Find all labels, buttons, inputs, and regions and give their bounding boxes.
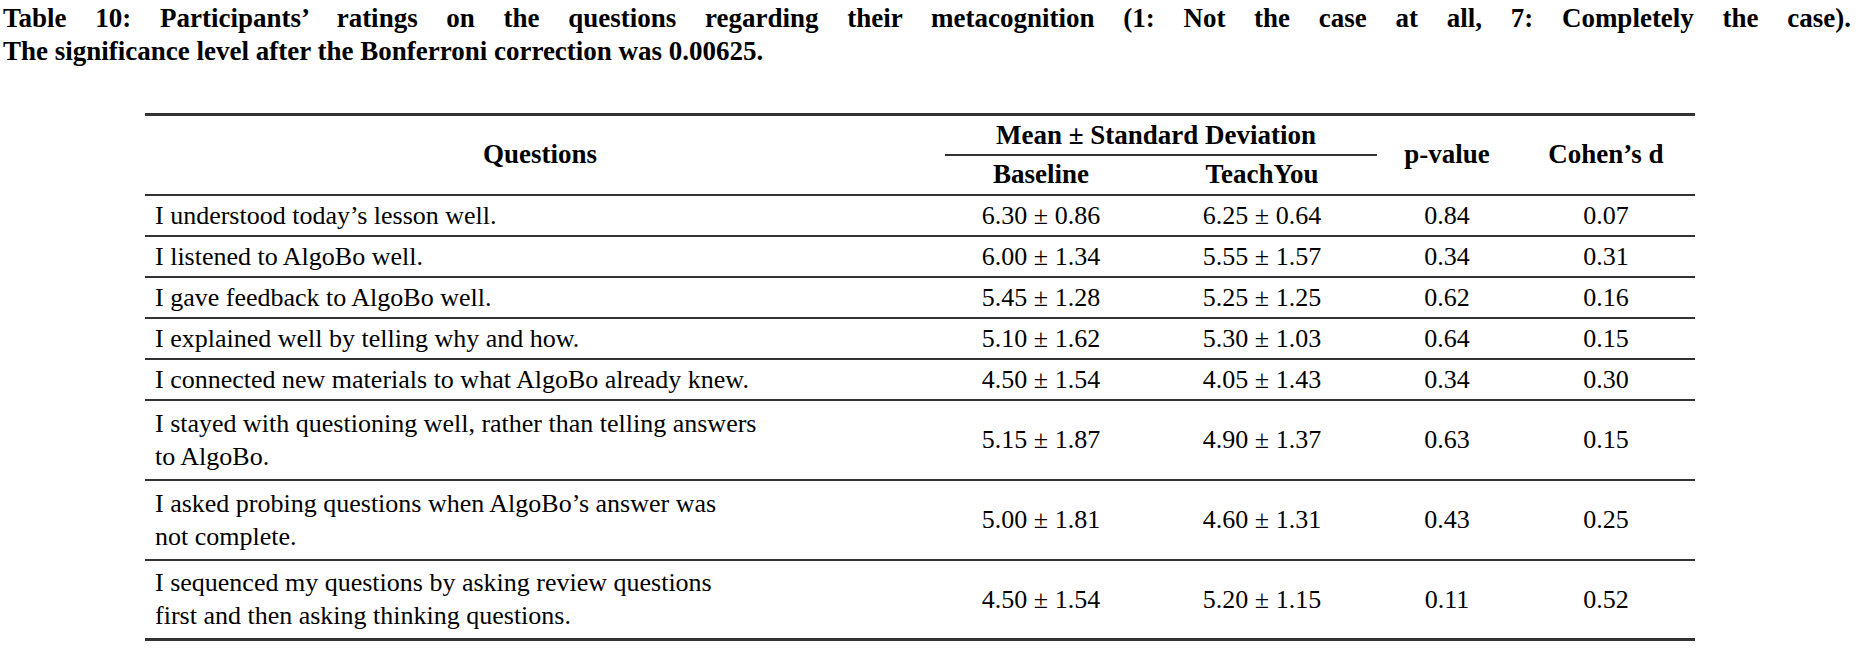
teachyou-cell: 5.20 ± 1.15: [1147, 560, 1377, 640]
baseline-cell: 5.10 ± 1.62: [935, 318, 1147, 359]
question-cell: I sequenced my questions by asking revie…: [145, 560, 935, 640]
question-cell: I gave feedback to AlgoBo well.: [145, 277, 935, 318]
question-cell: I listened to AlgoBo well.: [145, 236, 935, 277]
col-header-cohens-d: Cohen’s d: [1517, 115, 1695, 195]
header-row-group: Questions Mean ± Standard Deviation p-va…: [145, 115, 1695, 155]
baseline-cell: 6.30 ± 0.86: [935, 195, 1147, 236]
cohens-d-cell: 0.52: [1517, 560, 1695, 640]
col-header-teachyou: TeachYou: [1147, 155, 1377, 195]
p-value-cell: 0.43: [1377, 480, 1517, 560]
p-value-cell: 0.63: [1377, 400, 1517, 480]
paper-page: Table 10: Participants’ ratings on the q…: [0, 0, 1856, 651]
cohens-d-cell: 0.16: [1517, 277, 1695, 318]
mean-sd-underline: [945, 154, 1377, 156]
table-row: I gave feedback to AlgoBo well. 5.45 ± 1…: [145, 277, 1695, 318]
col-header-mean-sd: Mean ± Standard Deviation: [935, 115, 1377, 155]
question-cell: I connected new materials to what AlgoBo…: [145, 359, 935, 400]
table-row: I asked probing questions when AlgoBo’s …: [145, 480, 1695, 560]
table-row: I listened to AlgoBo well. 6.00 ± 1.34 5…: [145, 236, 1695, 277]
teachyou-cell: 4.60 ± 1.31: [1147, 480, 1377, 560]
table-row: I stayed with questioning well, rather t…: [145, 400, 1695, 480]
table-header: Questions Mean ± Standard Deviation p-va…: [145, 115, 1695, 195]
p-value-cell: 0.34: [1377, 236, 1517, 277]
col-header-p-value: p-value: [1377, 115, 1517, 195]
p-value-cell: 0.11: [1377, 560, 1517, 640]
baseline-cell: 4.50 ± 1.54: [935, 359, 1147, 400]
table-row: I explained well by telling why and how.…: [145, 318, 1695, 359]
col-header-questions: Questions: [145, 115, 935, 195]
baseline-cell: 6.00 ± 1.34: [935, 236, 1147, 277]
p-value-cell: 0.64: [1377, 318, 1517, 359]
baseline-cell: 4.50 ± 1.54: [935, 560, 1147, 640]
cohens-d-cell: 0.30: [1517, 359, 1695, 400]
table-caption: Table 10: Participants’ ratings on the q…: [3, 2, 1851, 68]
teachyou-cell: 5.55 ± 1.57: [1147, 236, 1377, 277]
cohens-d-cell: 0.31: [1517, 236, 1695, 277]
caption-line-1: Table 10: Participants’ ratings on the q…: [3, 2, 1851, 35]
question-cell: I stayed with questioning well, rather t…: [145, 400, 935, 480]
baseline-cell: 5.45 ± 1.28: [935, 277, 1147, 318]
col-header-baseline: Baseline: [935, 155, 1147, 195]
baseline-cell: 5.00 ± 1.81: [935, 480, 1147, 560]
cohens-d-cell: 0.15: [1517, 400, 1695, 480]
cohens-d-cell: 0.07: [1517, 195, 1695, 236]
p-value-cell: 0.62: [1377, 277, 1517, 318]
teachyou-cell: 5.25 ± 1.25: [1147, 277, 1377, 318]
metacognition-ratings-table: Questions Mean ± Standard Deviation p-va…: [145, 113, 1695, 641]
p-value-cell: 0.34: [1377, 359, 1517, 400]
question-cell: I asked probing questions when AlgoBo’s …: [145, 480, 935, 560]
question-cell: I explained well by telling why and how.: [145, 318, 935, 359]
teachyou-cell: 4.90 ± 1.37: [1147, 400, 1377, 480]
cohens-d-cell: 0.15: [1517, 318, 1695, 359]
cohens-d-cell: 0.25: [1517, 480, 1695, 560]
table-body: I understood today’s lesson well. 6.30 ±…: [145, 195, 1695, 640]
p-value-cell: 0.84: [1377, 195, 1517, 236]
table-row: I sequenced my questions by asking revie…: [145, 560, 1695, 640]
teachyou-cell: 6.25 ± 0.64: [1147, 195, 1377, 236]
table-row: I connected new materials to what AlgoBo…: [145, 359, 1695, 400]
caption-line-2: The significance level after the Bonferr…: [3, 35, 1851, 68]
table-row: I understood today’s lesson well. 6.30 ±…: [145, 195, 1695, 236]
question-cell: I understood today’s lesson well.: [145, 195, 935, 236]
teachyou-cell: 4.05 ± 1.43: [1147, 359, 1377, 400]
mean-sd-label: Mean ± Standard Deviation: [996, 120, 1316, 150]
teachyou-cell: 5.30 ± 1.03: [1147, 318, 1377, 359]
baseline-cell: 5.15 ± 1.87: [935, 400, 1147, 480]
